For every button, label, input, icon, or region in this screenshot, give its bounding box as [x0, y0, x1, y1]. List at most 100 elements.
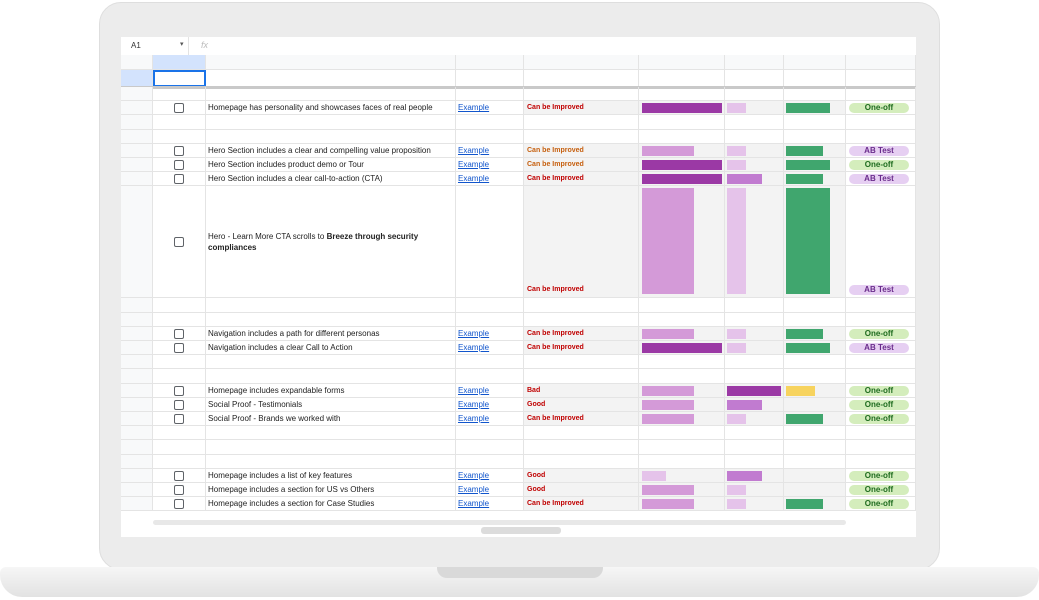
cell-c[interactable]: [456, 172, 524, 187]
cell-a[interactable]: [153, 397, 206, 412]
cell-d[interactable]: [524, 143, 639, 158]
checkbox[interactable]: [174, 103, 184, 114]
cell-d[interactable]: [524, 115, 639, 130]
cell-a[interactable]: [153, 454, 206, 469]
column-header-g[interactable]: [639, 55, 725, 70]
task-type-chip[interactable]: AB Test: [849, 174, 909, 185]
checkbox[interactable]: [174, 145, 184, 156]
row-header[interactable]: [121, 483, 153, 498]
cell-a[interactable]: [153, 383, 206, 398]
cell-d[interactable]: [524, 172, 639, 187]
column-header-c[interactable]: [456, 55, 524, 70]
checkbox[interactable]: [174, 160, 184, 171]
checkbox[interactable]: [174, 328, 184, 339]
cell-a[interactable]: [153, 426, 206, 441]
cell-n[interactable]: [846, 87, 916, 102]
cell-c[interactable]: [456, 355, 524, 370]
task-type-chip[interactable]: AB Test: [849, 343, 909, 354]
cell-g[interactable]: [639, 440, 725, 455]
cell-b[interactable]: [206, 172, 456, 187]
cell-m[interactable]: [784, 426, 846, 441]
cell-m[interactable]: [784, 483, 846, 498]
cell-b[interactable]: [206, 70, 456, 87]
checkbox[interactable]: [174, 414, 184, 425]
cell-b[interactable]: [206, 412, 456, 427]
cell-a[interactable]: [153, 172, 206, 187]
cell-b[interactable]: [206, 497, 456, 512]
cell-d[interactable]: [524, 483, 639, 498]
cell-g[interactable]: [639, 298, 725, 313]
cell-i[interactable]: [725, 312, 784, 327]
checkbox[interactable]: [174, 499, 184, 510]
cell-b[interactable]: [206, 87, 456, 102]
checkbox[interactable]: [174, 385, 184, 396]
cell-n[interactable]: [846, 312, 916, 327]
cell-n[interactable]: [846, 341, 916, 356]
cell-a[interactable]: [153, 298, 206, 313]
cell-m[interactable]: [784, 129, 846, 144]
cell-b[interactable]: [206, 355, 456, 370]
row-header[interactable]: [121, 497, 153, 512]
cell-c[interactable]: [456, 426, 524, 441]
cell-n[interactable]: [846, 440, 916, 455]
row-header[interactable]: [121, 426, 153, 441]
cell-d[interactable]: [524, 312, 639, 327]
cell-a[interactable]: [153, 355, 206, 370]
row-header[interactable]: [121, 369, 153, 384]
task-type-chip[interactable]: One-off: [849, 399, 909, 410]
column-header-b[interactable]: [206, 55, 456, 70]
cell-n[interactable]: [846, 426, 916, 441]
cell-a[interactable]: [153, 101, 206, 116]
checkbox[interactable]: [174, 485, 184, 496]
task-type-chip[interactable]: One-off: [849, 103, 909, 114]
task-type-chip[interactable]: One-off: [849, 485, 909, 496]
cell-c[interactable]: [456, 468, 524, 483]
cell-a[interactable]: [153, 129, 206, 144]
horizontal-scrollbar-track[interactable]: [153, 520, 846, 525]
cell-a[interactable]: [153, 115, 206, 130]
horizontal-scrollbar-thumb[interactable]: [481, 527, 561, 534]
cell-g[interactable]: [639, 454, 725, 469]
task-type-chip[interactable]: One-off: [849, 328, 909, 339]
example-link[interactable]: Example: [458, 470, 490, 480]
cell-a[interactable]: [153, 369, 206, 384]
cell-a[interactable]: [153, 468, 206, 483]
cell-d[interactable]: [524, 158, 639, 173]
chevron-down-icon[interactable]: ▾: [180, 41, 184, 48]
cell-d[interactable]: [524, 454, 639, 469]
cell-n[interactable]: [846, 298, 916, 313]
cell-c[interactable]: [456, 497, 524, 512]
cell-b[interactable]: [206, 383, 456, 398]
cell-m[interactable]: [784, 369, 846, 384]
cell-i[interactable]: [725, 87, 784, 102]
cell-b[interactable]: [206, 143, 456, 158]
cell-b[interactable]: [206, 454, 456, 469]
cell-n[interactable]: [846, 454, 916, 469]
cell-g[interactable]: [639, 369, 725, 384]
cell-m[interactable]: [784, 468, 846, 483]
example-link[interactable]: Example: [458, 414, 490, 423]
row-header[interactable]: [121, 298, 153, 313]
checkbox[interactable]: [174, 174, 184, 185]
row-header[interactable]: [121, 186, 153, 299]
cell-a[interactable]: [153, 497, 206, 512]
cell-c[interactable]: [456, 101, 524, 116]
column-header-n[interactable]: [846, 55, 916, 70]
cell-n[interactable]: [846, 397, 916, 412]
cell-m[interactable]: [784, 87, 846, 102]
row-header[interactable]: [121, 143, 153, 158]
cell-d[interactable]: [524, 101, 639, 116]
cell-b[interactable]: [206, 129, 456, 144]
column-header-d[interactable]: [524, 55, 639, 70]
row-header[interactable]: [121, 158, 153, 173]
cell-a[interactable]: [153, 87, 206, 102]
cell-i[interactable]: [725, 440, 784, 455]
cell-m[interactable]: [784, 298, 846, 313]
row-header[interactable]: [121, 87, 153, 102]
name-box[interactable]: A1: [121, 37, 189, 55]
cell-d[interactable]: [524, 397, 639, 412]
cell-b[interactable]: [206, 326, 456, 341]
column-header-m[interactable]: [784, 55, 846, 70]
cell-g[interactable]: [639, 115, 725, 130]
cell-i[interactable]: [725, 129, 784, 144]
